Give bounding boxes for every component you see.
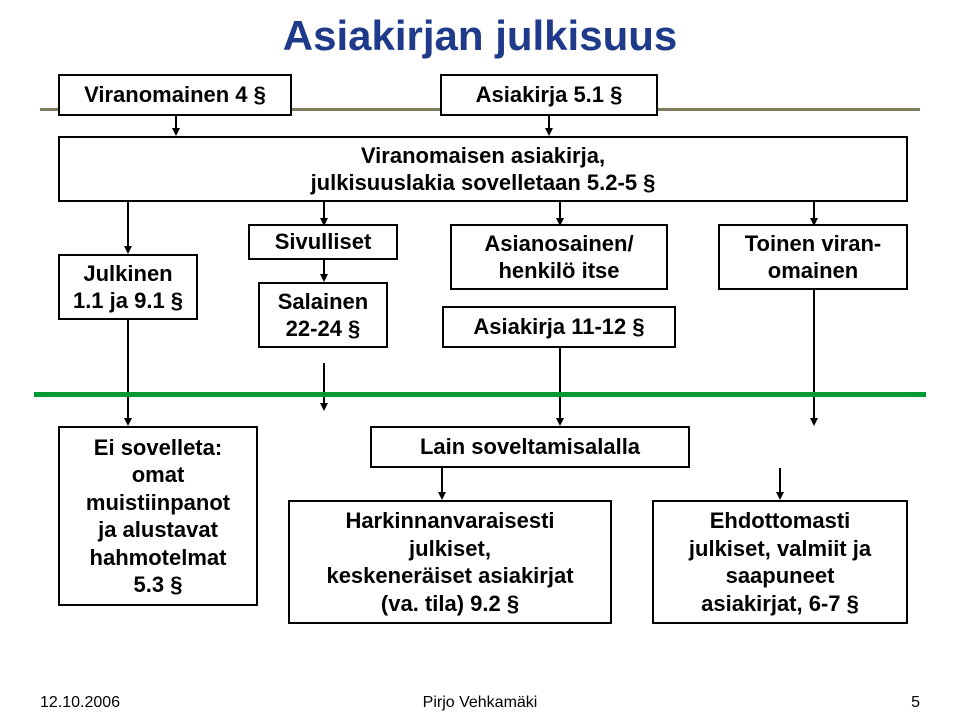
arrow-r2-2 [320, 202, 328, 226]
label: Asiakirja 11-12 § [473, 313, 644, 341]
box-asianosainen: Asianosainen/ henkilö itse [450, 224, 668, 290]
l3: keskeneräiset asiakirjat [326, 562, 573, 590]
l1: Ehdottomasti [689, 507, 871, 535]
arrow-sivulliset-down [320, 260, 328, 282]
box-salainen: Salainen 22-24 § [258, 282, 388, 348]
line1: Salainen [278, 288, 368, 316]
line1: Asianosainen/ [484, 230, 633, 258]
line2: henkilö itse [484, 257, 633, 285]
label: Lain soveltamisalalla [420, 433, 640, 461]
line2: julkisuuslakia sovelletaan 5.2-5 § [311, 169, 656, 197]
box-viranomainen4: Viranomainen 4 § [58, 74, 292, 116]
box-toinen-viranomainen: Toinen viran- omainen [718, 224, 908, 290]
green-divider [34, 392, 926, 397]
l6: 5.3 § [86, 571, 230, 599]
arrow-lain-left [438, 468, 446, 500]
box-lain-soveltamisalalla: Lain soveltamisalalla [370, 426, 690, 468]
line1: Toinen viran- [745, 230, 882, 258]
line2: 22-24 § [278, 315, 368, 343]
l4: ja alustavat [86, 516, 230, 544]
box-ei-sovelleta: Ei sovelleta: omat muistiinpanot ja alus… [58, 426, 258, 606]
line2: omainen [745, 257, 882, 285]
footer-author: Pirjo Vehkamäki [0, 694, 960, 712]
l3: saapuneet [689, 562, 871, 590]
label: Asiakirja 5.1 § [476, 81, 623, 109]
l1: Ei sovelleta: [86, 434, 230, 462]
arrow-r2-3 [556, 202, 564, 226]
arrow-a51-down [545, 116, 553, 136]
box-viranomaisen-asiakirja: Viranomaisen asiakirja, julkisuuslakia s… [58, 136, 908, 202]
arrow-toinen-down [810, 290, 818, 426]
arrow-r2-4 [810, 202, 818, 226]
arrow-asiakirja1112-down [556, 348, 564, 426]
l2: omat [86, 461, 230, 489]
footer-page: 5 [911, 694, 920, 712]
l4: (va. tila) 9.2 § [326, 590, 573, 618]
arrow-v4-down [172, 116, 180, 136]
label: Viranomainen 4 § [84, 81, 266, 109]
line2: 1.1 ja 9.1 § [73, 287, 183, 315]
box-asiakirja1112: Asiakirja 11-12 § [442, 306, 676, 348]
l3: muistiinpanot [86, 489, 230, 517]
title-text: Asiakirjan julkisuus [283, 12, 678, 59]
l4: asiakirjat, 6-7 § [689, 590, 871, 618]
line1: Viranomaisen asiakirja, [311, 142, 656, 170]
box-asiakirja51: Asiakirja 5.1 § [440, 74, 658, 116]
l1: Harkinnanvaraisesti [326, 507, 573, 535]
l2: julkiset, valmiit ja [689, 535, 871, 563]
l5: hahmotelmat [86, 544, 230, 572]
box-sivulliset: Sivulliset [248, 224, 398, 260]
box-harkinnanvaraisesti: Harkinnanvaraisesti julkiset, keskeneräi… [288, 500, 612, 624]
l2: julkiset, [326, 535, 573, 563]
arrow-julkinen-down [124, 320, 132, 426]
arrow-lain-right [776, 468, 784, 500]
page-title: Asiakirjan julkisuus [0, 12, 960, 60]
label: Sivulliset [275, 228, 372, 256]
box-ehdottomasti: Ehdottomasti julkiset, valmiit ja saapun… [652, 500, 908, 624]
arrow-r2-1 [124, 202, 132, 254]
line1: Julkinen [73, 260, 183, 288]
box-julkinen: Julkinen 1.1 ja 9.1 § [58, 254, 198, 320]
arrow-salainen-down [320, 348, 328, 426]
